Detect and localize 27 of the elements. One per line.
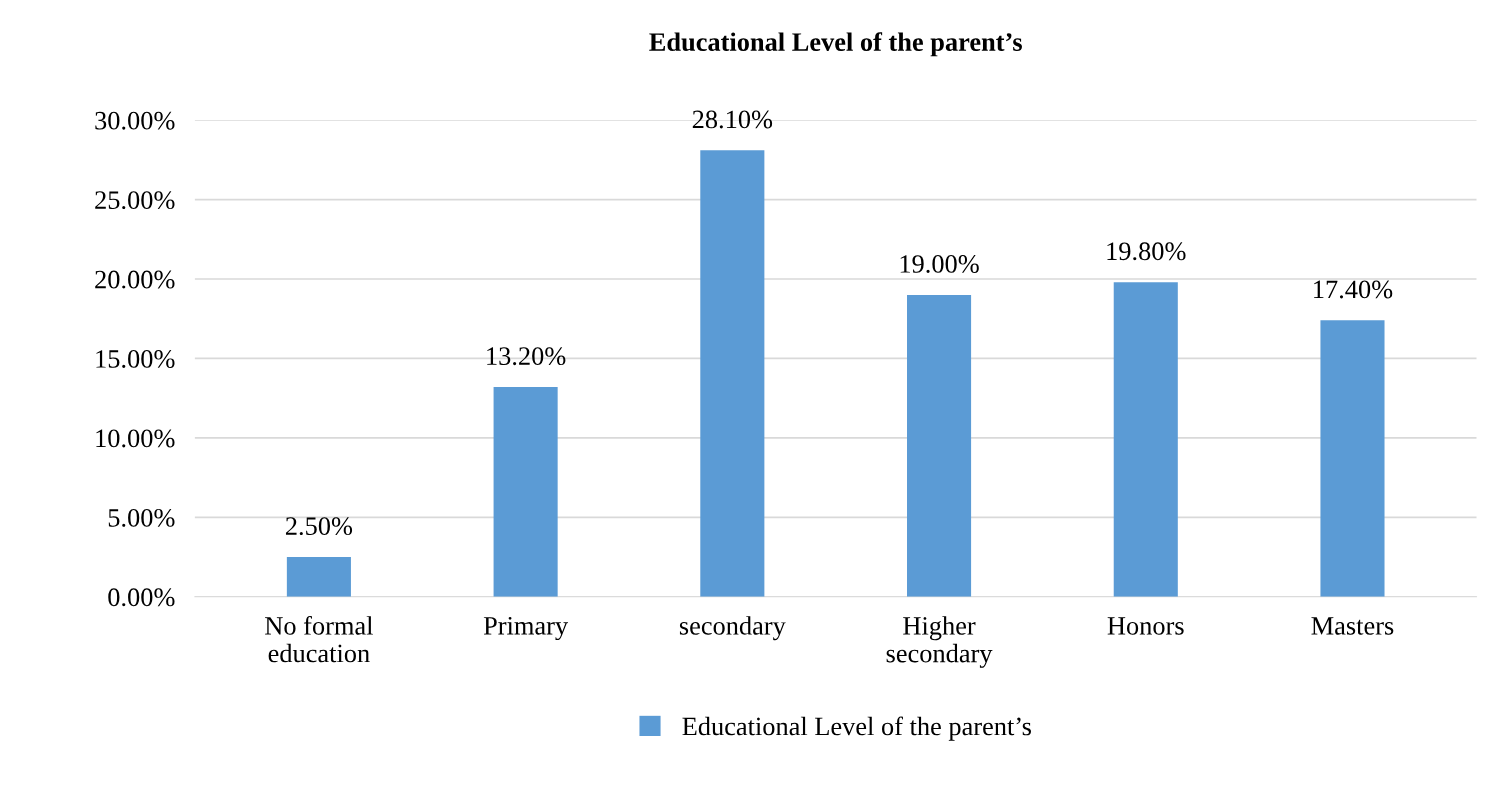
bar [1320, 320, 1385, 597]
data-label: 17.40% [1314, 280, 1393, 299]
x-tick-label: Higher secondary [886, 616, 993, 668]
x-tick-label: No formal education [265, 615, 373, 663]
bar [907, 294, 972, 597]
y-tick-label: 25.00% [95, 191, 175, 210]
x-tick-label: Primary [483, 616, 569, 641]
bar [1113, 282, 1178, 597]
data-label: 19.00% [900, 255, 979, 273]
data-label: 13.20% [487, 347, 566, 366]
bar [700, 150, 765, 597]
y-tick-label: 30.00% [95, 111, 175, 130]
y-tick-label: 5.00% [108, 508, 175, 527]
bar [286, 557, 351, 597]
chart-title: Educational Level of the parent’s [649, 32, 1022, 57]
y-tick-label: 0.00% [108, 588, 175, 607]
y-tick-label: 10.00% [96, 429, 175, 448]
x-tick-label: Masters [1311, 617, 1394, 635]
legend-label: Educational Level of the parent’s [682, 716, 1031, 741]
data-label: 19.80% [1107, 242, 1186, 261]
bar [493, 387, 558, 597]
x-tick-label: Honors [1107, 617, 1184, 635]
data-label: 2.50% [285, 517, 353, 536]
y-tick-label: 15.00% [96, 350, 175, 368]
x-tick-label: secondary [679, 616, 786, 641]
y-tick-label: 20.00% [95, 270, 175, 289]
data-label: 28.10% [692, 110, 773, 129]
